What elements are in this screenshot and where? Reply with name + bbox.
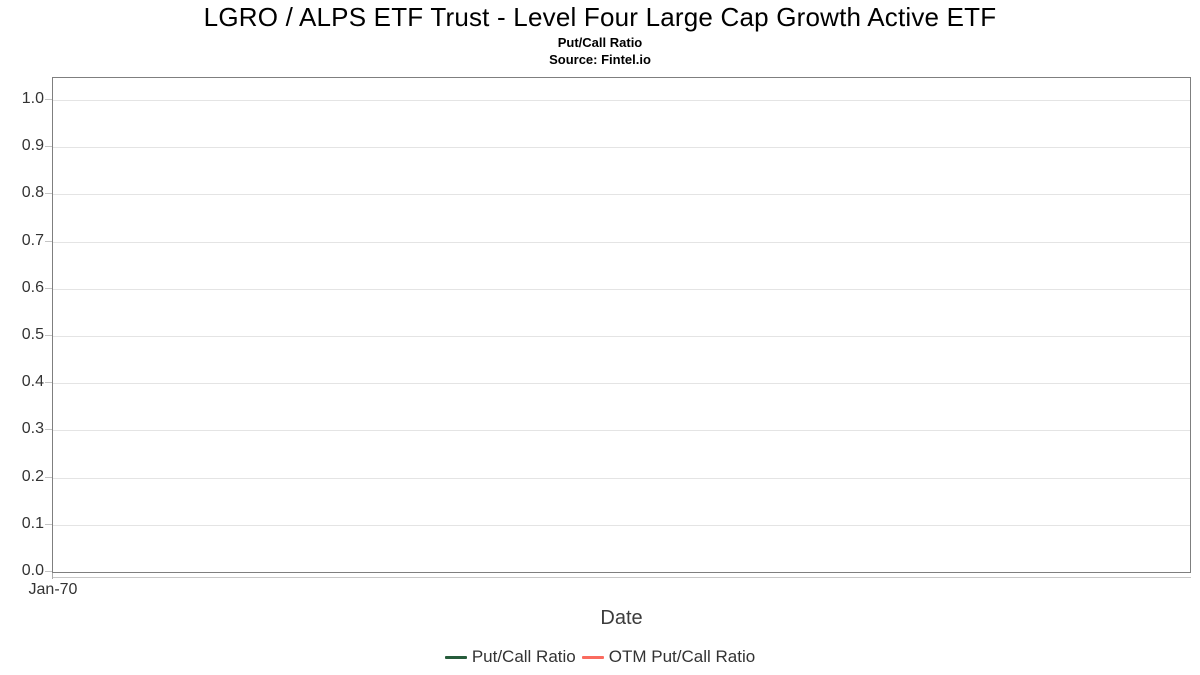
y-axis-tick-label: 0.3 [21,420,44,438]
gridline-y-0.7 [53,241,1190,243]
legend-line-swatch [444,655,467,659]
y-axis-tick [45,476,52,478]
plot-area [52,77,1191,573]
chart-source-label: Source: Fintel.io [549,52,651,67]
y-axis-tick [45,571,52,572]
x-axis-title: Date [600,607,643,629]
chart-title: LGRO / ALPS ETF Trust - Level Four Large… [203,2,997,32]
gridline-y-1.0 [53,100,1190,101]
gridline-y-0.1 [53,524,1190,526]
y-axis-tick [45,99,52,100]
y-axis-tick-label: 0.1 [21,514,44,532]
x-axis-line [52,577,1191,578]
y-axis-tick [45,146,52,148]
x-axis-tick [52,573,53,579]
x-axis-tick-label: Jan-70 [28,581,78,598]
chart-subtitle: Put/Call Ratio [557,35,643,50]
gridline-y-0.3 [53,430,1190,432]
legend-label: Put/Call Ratio [471,647,576,666]
gridline-y-0.6 [53,288,1190,290]
legend-line-swatch [581,655,604,659]
gridline-y-0.8 [53,194,1190,196]
gridline-y-0.5 [53,336,1190,337]
y-axis-tick-label: 1.0 [21,90,44,107]
y-axis-tick [45,287,52,289]
y-axis-tick [45,193,52,195]
legend-item-put-call-ratio[interactable]: Put/Call Ratio [444,646,576,668]
y-axis-tick-label: 0.9 [21,137,44,155]
legend-item-otm-put-call-ratio[interactable]: OTM Put/Call Ratio [581,646,756,668]
y-axis-tick-label: 0.7 [21,231,44,249]
y-axis-tick [45,240,52,242]
y-axis-tick [45,335,52,336]
y-axis-tick-label: 0.2 [21,467,44,485]
y-axis-tick-label: 0.6 [21,278,44,296]
gridline-y-0.9 [53,147,1190,149]
gridline-y-0.2 [53,477,1190,479]
y-axis-tick-label: 0.4 [21,373,44,391]
y-axis-tick-label: 0.5 [21,326,44,343]
y-axis-tick [45,429,52,431]
legend-label: OTM Put/Call Ratio [608,647,756,666]
y-axis-tick-label: 0.0 [21,562,44,579]
gridline-y-0.4 [53,383,1190,385]
legend: Put/Call Ratio OTM Put/Call Ratio [0,646,1200,668]
y-axis-tick-label: 0.8 [21,184,44,202]
y-axis-tick [45,523,52,525]
y-axis-tick [45,382,52,384]
